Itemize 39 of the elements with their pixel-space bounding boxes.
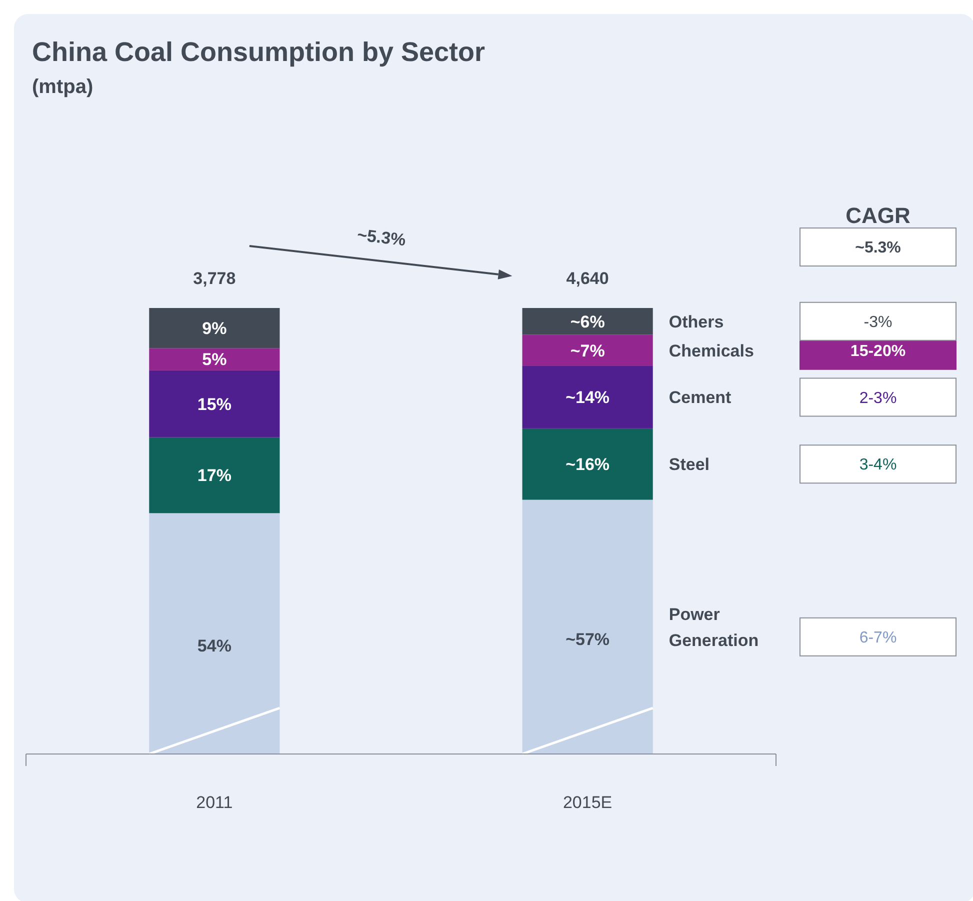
text: 2-3%	[859, 390, 897, 407]
text: 15-20%	[850, 342, 906, 360]
text: ~5.3%	[855, 240, 901, 257]
text: CAGR	[846, 203, 910, 228]
bar	[522, 366, 653, 428]
series-label: Steel	[668, 455, 710, 474]
bar	[149, 348, 280, 370]
text: 3,778	[193, 269, 236, 288]
series-label: Cement	[668, 388, 732, 408]
chart-title: China Coal Consumption by Sector	[32, 37, 486, 67]
text: 3-4%	[859, 456, 897, 474]
chart-subtitle: (mtpa)	[32, 76, 94, 98]
x-tick-label: 2015E	[562, 793, 612, 812]
bar	[522, 500, 653, 754]
series-label: Others	[668, 312, 724, 332]
data-label: ~7%	[570, 341, 605, 360]
data-label: ~57%	[566, 630, 610, 649]
bar	[522, 308, 653, 335]
bar	[149, 513, 280, 754]
data-label: 17%	[197, 466, 232, 486]
text: 4,640	[566, 269, 609, 288]
data-label: 5%	[202, 350, 227, 370]
bar	[522, 428, 653, 500]
bar	[149, 437, 280, 514]
data-label: ~6%	[570, 312, 605, 332]
text: ~5.3%	[356, 225, 407, 250]
text: 6-7%	[859, 629, 897, 646]
series-label: Chemicals	[668, 341, 754, 360]
data-label: 15%	[197, 394, 232, 414]
text: -3%	[864, 314, 892, 331]
data-label: 9%	[202, 319, 227, 338]
series-label: Power Generation	[668, 604, 759, 650]
bar	[522, 334, 653, 366]
x-tick-label: 2011	[196, 793, 233, 812]
bar	[149, 370, 280, 438]
data-label: ~16%	[566, 455, 610, 474]
data-label: ~14%	[566, 388, 610, 408]
bar	[149, 308, 280, 348]
data-label: 54%	[197, 636, 232, 656]
